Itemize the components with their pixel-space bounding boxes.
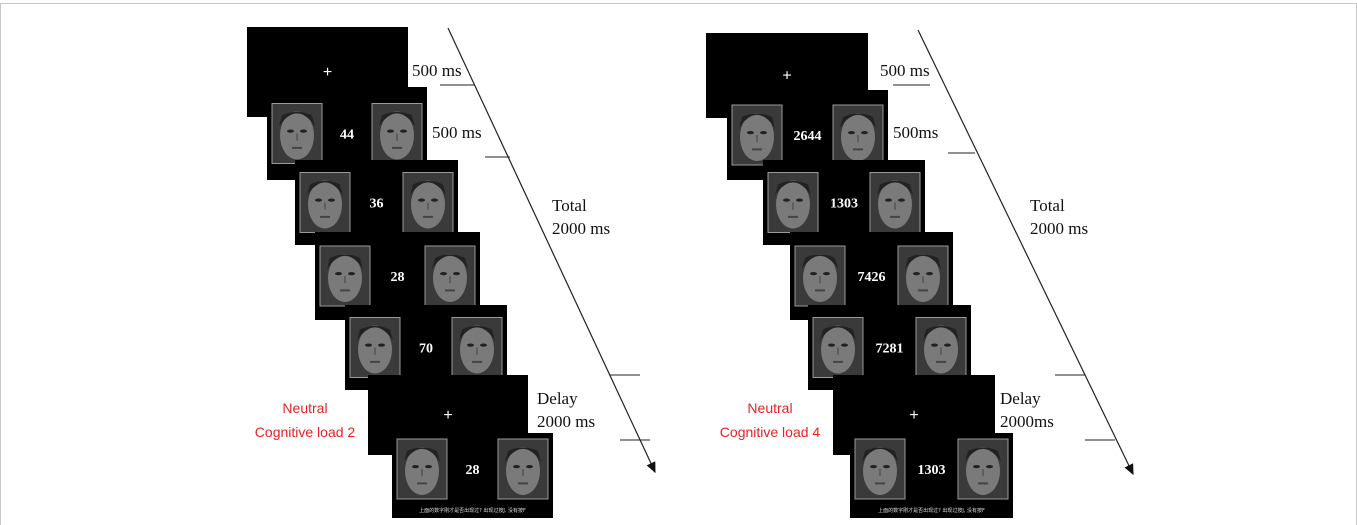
timing-label: Total xyxy=(1030,196,1065,215)
digit-stimulus: 36 xyxy=(370,197,384,212)
face-eye xyxy=(315,199,322,202)
face-eye xyxy=(841,344,848,347)
face xyxy=(272,104,322,164)
face-eye xyxy=(453,272,460,275)
fixation-cross: + xyxy=(782,68,791,85)
face-eye xyxy=(431,199,438,202)
face-eye xyxy=(870,465,877,468)
face-eye xyxy=(365,344,372,347)
condition-label: Cognitive load 4 xyxy=(720,424,821,440)
face xyxy=(958,439,1008,499)
face-eye xyxy=(823,272,830,275)
fixation-cross: + xyxy=(323,64,332,81)
face-eye xyxy=(480,344,487,347)
face-eye xyxy=(328,199,335,202)
face-eye xyxy=(335,272,342,275)
face-eye xyxy=(467,344,474,347)
digit-stimulus: 44 xyxy=(340,128,354,143)
timing-label: 500ms xyxy=(893,123,938,142)
face-eye xyxy=(885,199,892,202)
face-eye xyxy=(848,131,855,134)
face-eye xyxy=(425,465,432,468)
face-eye xyxy=(883,465,890,468)
fixation-cross: + xyxy=(909,407,918,424)
face xyxy=(833,105,883,165)
digit-stimulus: 2644 xyxy=(794,129,822,144)
face-eye xyxy=(513,465,520,468)
digit-stimulus: 1303 xyxy=(918,463,946,478)
face xyxy=(403,173,453,233)
face xyxy=(732,105,782,165)
face-eye xyxy=(760,131,767,134)
face-eye xyxy=(400,130,407,133)
timing-label: 2000 ms xyxy=(537,412,595,431)
face-eye xyxy=(300,130,307,133)
face-eye xyxy=(348,272,355,275)
digit-stimulus: 7426 xyxy=(858,270,886,285)
digit-stimulus: 1303 xyxy=(830,197,858,212)
face xyxy=(870,173,920,233)
face-eye xyxy=(944,344,951,347)
figure: +44 36 28 70 +28 上面的数字刚才是否出现过? 出现过按J, 没有按F 500… xyxy=(0,0,1357,525)
face xyxy=(795,246,845,306)
timing-label: Delay xyxy=(537,389,578,408)
digit-stimulus: 7281 xyxy=(876,342,904,357)
response-prompt: 上面的数字刚才是否出现过? 出现过按J, 没有按F xyxy=(878,507,985,514)
face-eye xyxy=(861,131,868,134)
face-eye xyxy=(387,130,394,133)
face-eye xyxy=(412,465,419,468)
face-eye xyxy=(418,199,425,202)
face xyxy=(300,173,350,233)
face xyxy=(768,173,818,233)
timing-label: 2000ms xyxy=(1000,412,1054,431)
face xyxy=(372,104,422,164)
face-eye xyxy=(828,344,835,347)
face xyxy=(320,246,370,306)
face xyxy=(813,318,863,378)
condition-label: Neutral xyxy=(747,400,792,416)
timing-label: 2000 ms xyxy=(552,219,610,238)
digit-stimulus: 70 xyxy=(419,342,433,357)
timing-label: 2000 ms xyxy=(1030,219,1088,238)
face-eye xyxy=(440,272,447,275)
face-eye xyxy=(378,344,385,347)
timing-label: Total xyxy=(552,196,587,215)
digit-stimulus: 28 xyxy=(466,463,480,478)
face-eye xyxy=(747,131,754,134)
face xyxy=(397,439,447,499)
face xyxy=(855,439,905,499)
condition-label: Neutral xyxy=(282,400,327,416)
condition-label: Cognitive load 2 xyxy=(255,424,356,440)
fixation-cross: + xyxy=(443,407,452,424)
face-eye xyxy=(287,130,294,133)
face xyxy=(916,318,966,378)
face-eye xyxy=(810,272,817,275)
frame xyxy=(1,4,1357,525)
timing-label: Delay xyxy=(1000,389,1041,408)
face-eye xyxy=(898,199,905,202)
face-eye xyxy=(973,465,980,468)
face-eye xyxy=(796,199,803,202)
face-eye xyxy=(783,199,790,202)
face xyxy=(498,439,548,499)
face-eye xyxy=(926,272,933,275)
timing-label: 500 ms xyxy=(412,61,462,80)
face xyxy=(350,318,400,378)
timing-label: 500 ms xyxy=(432,123,482,142)
face-eye xyxy=(526,465,533,468)
face xyxy=(452,318,502,378)
face xyxy=(898,246,948,306)
face-eye xyxy=(931,344,938,347)
face-eye xyxy=(986,465,993,468)
face xyxy=(425,246,475,306)
response-prompt: 上面的数字刚才是否出现过? 出现过按J, 没有按F xyxy=(419,507,526,514)
face-eye xyxy=(913,272,920,275)
digit-stimulus: 28 xyxy=(391,270,405,285)
timing-label: 500 ms xyxy=(880,61,930,80)
